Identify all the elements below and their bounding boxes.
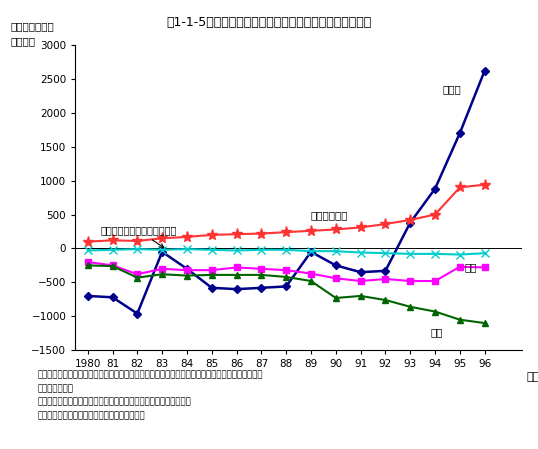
Text: 北米: 北米 [430, 328, 443, 338]
Text: その他の地域: その他の地域 [311, 210, 349, 220]
Text: 全産業: 全産業 [442, 84, 461, 94]
Text: 欧州: 欧州 [465, 262, 477, 272]
Text: （億円）: （億円） [11, 36, 36, 46]
Text: （輸出－輸入）: （輸出－輸入） [11, 21, 54, 31]
Text: 注）１．北米、欧州、その他の地域と記載されているものは、通信・電子・電気計測器工業の収支: 注）１．北米、欧州、その他の地域と記載されているものは、通信・電子・電気計測器工… [38, 370, 263, 379]
Text: 通信・電子・電気計測器工業: 通信・電子・電気計測器工業 [100, 225, 176, 247]
Text: （年）: （年） [526, 372, 538, 382]
Text: である。: である。 [38, 384, 74, 393]
Text: ２．全産業の技術貿易収支は、ソフトウェア工業を除いた値。: ２．全産業の技術貿易収支は、ソフトウェア工業を除いた値。 [38, 397, 192, 406]
Text: 第1-1-5図　通信・電子・電気計測器工業の技術貿易収支: 第1-1-5図 通信・電子・電気計測器工業の技術貿易収支 [166, 16, 372, 29]
Text: 資料：総務庁統計局「科学技術研究調査報告」: 資料：総務庁統計局「科学技術研究調査報告」 [38, 411, 145, 420]
